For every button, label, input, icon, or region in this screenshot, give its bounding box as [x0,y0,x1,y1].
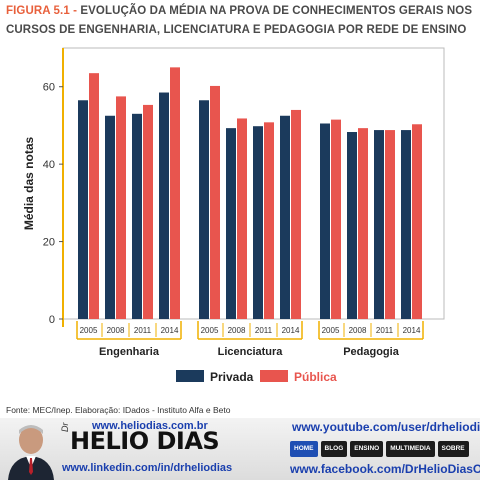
bar-privada-licenciatura-2011 [253,126,263,320]
bar-privada-engenharia-2011 [132,113,142,319]
bar-pblica-engenharia-2014 [170,67,180,319]
bar-pblica-engenharia-2011 [143,104,153,319]
legend-swatch-publica [260,370,288,382]
bar-privada-pedagogia-2014 [401,130,411,319]
y-tick-label: 60 [43,82,55,94]
nav-home-button[interactable]: HOME [290,441,318,457]
bar-pblica-licenciatura-2011 [264,122,274,320]
x-tick-label: 2008 [107,326,125,335]
legend-swatch-privada [176,370,204,382]
bar-pblica-licenciatura-2008 [237,118,247,320]
source-note: Fonte: MEC/Inep. Elaboração: IDados - In… [6,405,231,415]
bar-pblica-engenharia-2008 [116,96,126,319]
legend-label-privada: Privada [210,370,254,384]
bar-pblica-licenciatura-2014 [291,109,301,319]
author-portrait-icon [8,425,54,480]
bar-privada-pedagogia-2008 [347,132,357,319]
y-tick-label: 0 [49,314,55,326]
bar-privada-engenharia-2005 [78,100,88,319]
x-tick-label: 2005 [80,326,98,335]
x-tick-label: 2005 [322,326,340,335]
bar-pblica-pedagogia-2014 [412,124,422,319]
y-tick-label: 20 [43,237,55,249]
group-label: Licenciatura [218,346,284,358]
legend-label-publica: Pública [294,370,337,384]
linkedin-link[interactable]: www.linkedin.com/in/drheliodias [62,462,233,474]
group-label: Engenharia [99,346,160,358]
brand-prefix: Dr [60,422,70,433]
bar-privada-licenciatura-2014 [280,115,290,319]
bar-pblica-engenharia-2005 [89,73,99,320]
youtube-link[interactable]: www.youtube.com/user/drheliodias [292,420,480,434]
x-tick-label: 2008 [349,326,367,335]
group-label: Pedagogia [343,346,400,358]
x-tick-label: 2011 [376,326,394,335]
bar-privada-pedagogia-2011 [374,130,384,319]
x-tick-label: 2014 [282,326,300,335]
facebook-link[interactable]: www.facebook.com/DrHelioDiasOficial [290,462,480,476]
figure-title: FIGURA 5.1 - EVOLUÇÃO DA MÉDIA NA PROVA … [6,2,476,40]
nav-blog-button[interactable]: BLOG [320,441,348,457]
x-tick-label: 2005 [201,326,219,335]
bar-pblica-pedagogia-2005 [331,119,341,319]
figure-title-text: EVOLUÇÃO DA MÉDIA NA PROVA DE CONHECIMEN… [6,5,473,36]
y-tick-label: 40 [43,159,55,171]
bar-pblica-pedagogia-2011 [385,130,395,319]
bar-privada-engenharia-2014 [159,92,169,319]
x-tick-label: 2014 [161,326,179,335]
figure-label: FIGURA 5.1 - [6,5,81,17]
bar-privada-engenharia-2008 [105,115,115,319]
bar-pblica-pedagogia-2008 [358,128,368,319]
brand-name: HELIO DIAS [70,427,220,455]
banner-nav: HOME BLOG ENSINO MULTIMEDIA SOBRE [290,441,469,457]
bar-privada-licenciatura-2008 [226,128,236,319]
bar-privada-pedagogia-2005 [320,123,330,319]
x-tick-label: 2014 [403,326,421,335]
y-axis-title: Média das notas [22,136,36,230]
x-tick-label: 2011 [134,326,152,335]
site-link[interactable]: www.heliodias.com.br [92,420,208,432]
plot-area: 0 20 40 60 Média das notas 2005 2008 2011 2014 En… [22,47,445,384]
bar-privada-licenciatura-2005 [199,100,209,319]
nav-multimedia-button[interactable]: MULTIMEDIA [386,441,435,457]
x-tick-label: 2008 [228,326,246,335]
bar-pblica-licenciatura-2005 [210,85,220,319]
nav-sobre-button[interactable]: SOBRE [437,441,469,457]
x-tick-label: 2011 [255,326,273,335]
bar-chart: 0 20 40 60 Média das notas 2005 2008 2011 2014 En… [0,42,480,404]
promo-banner: Dr HELIO DIAS www.heliodias.com.br www.l… [0,418,480,480]
nav-ensino-button[interactable]: ENSINO [350,441,384,457]
